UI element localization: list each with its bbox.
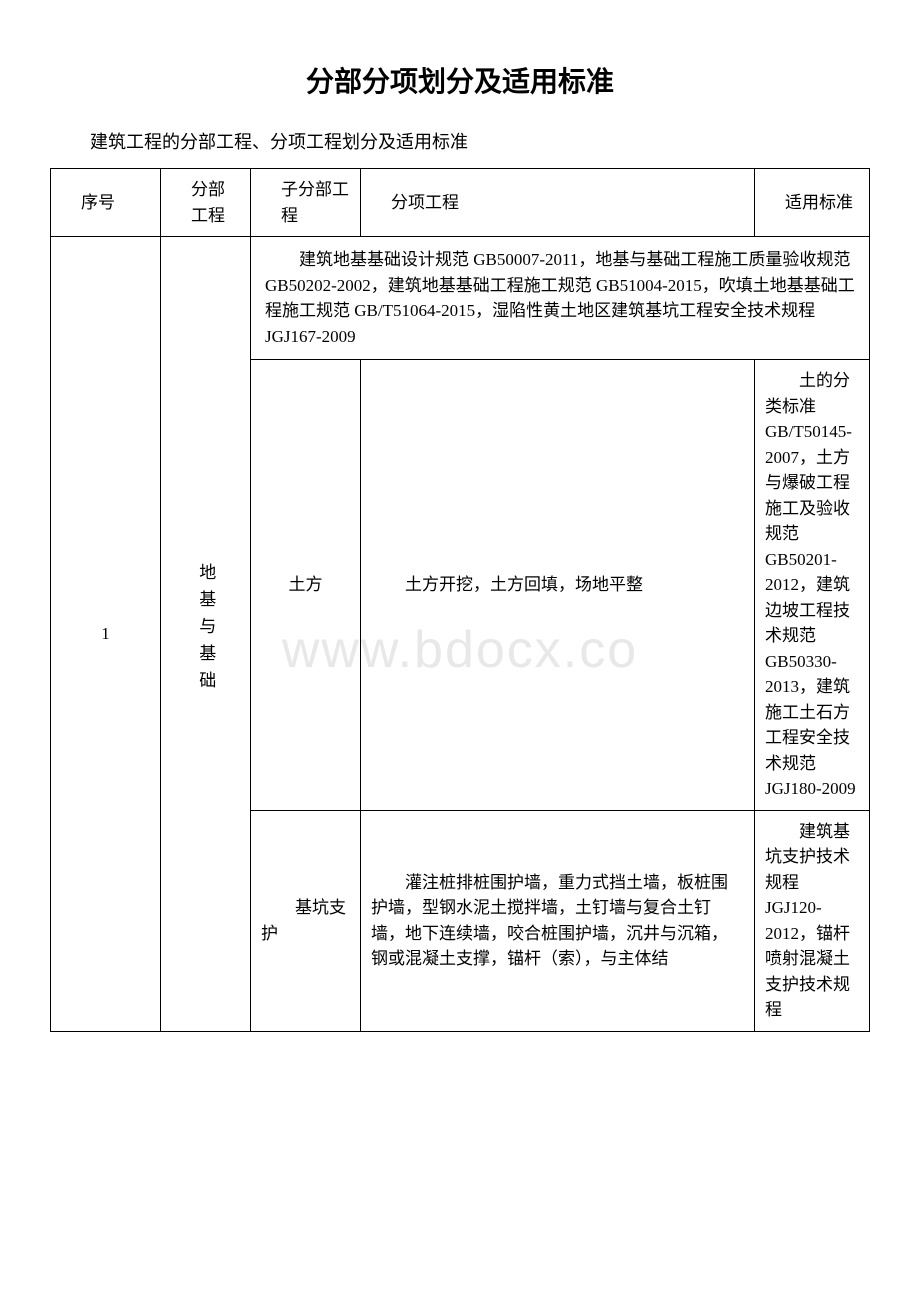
header-sub: 子分部工程 xyxy=(251,169,361,237)
cell-sub-1: 土方 xyxy=(251,360,361,811)
cell-std-1: 土的分类标准 GB/T50145-2007，土方与爆破工程施工及验收规范 GB5… xyxy=(755,360,870,811)
standards-table: 序号 分部工程 子分部工程 分项工程 适用标准 1 地基与基础 建筑地基基础设计… xyxy=(50,168,870,1032)
cell-part-1: 地基与基础 xyxy=(161,237,251,1032)
header-std: 适用标准 xyxy=(755,169,870,237)
cell-part-1-text: 地基与基础 xyxy=(193,563,219,698)
table-header-row: 序号 分部工程 子分部工程 分项工程 适用标准 xyxy=(51,169,870,237)
document-content: 分部分项划分及适用标准 建筑工程的分部工程、分项工程划分及适用标准 序号 分部工… xyxy=(50,60,870,1032)
cell-banner-1: 建筑地基基础设计规范 GB50007-2011，地基与基础工程施工质量验收规范 … xyxy=(251,237,870,360)
cell-item-2: 灌注桩排桩围护墙，重力式挡土墙，板桩围护墙，型钢水泥土搅拌墙，土钉墙与复合土钉墙… xyxy=(361,810,755,1031)
cell-std-2: 建筑基坑支护技术规程 JGJ120-2012，锚杆喷射混凝土支护技术规程 xyxy=(755,810,870,1031)
page-title: 分部分项划分及适用标准 xyxy=(50,60,870,100)
table-row: 1 地基与基础 建筑地基基础设计规范 GB50007-2011，地基与基础工程施… xyxy=(51,237,870,360)
header-item: 分项工程 xyxy=(361,169,755,237)
cell-seq-1: 1 xyxy=(51,237,161,1032)
cell-sub-2: 基坑支护 xyxy=(251,810,361,1031)
header-part: 分部工程 xyxy=(161,169,251,237)
cell-item-1: 土方开挖，土方回填，场地平整 xyxy=(361,360,755,811)
page-subtitle: 建筑工程的分部工程、分项工程划分及适用标准 xyxy=(50,128,870,154)
header-seq: 序号 xyxy=(51,169,161,237)
